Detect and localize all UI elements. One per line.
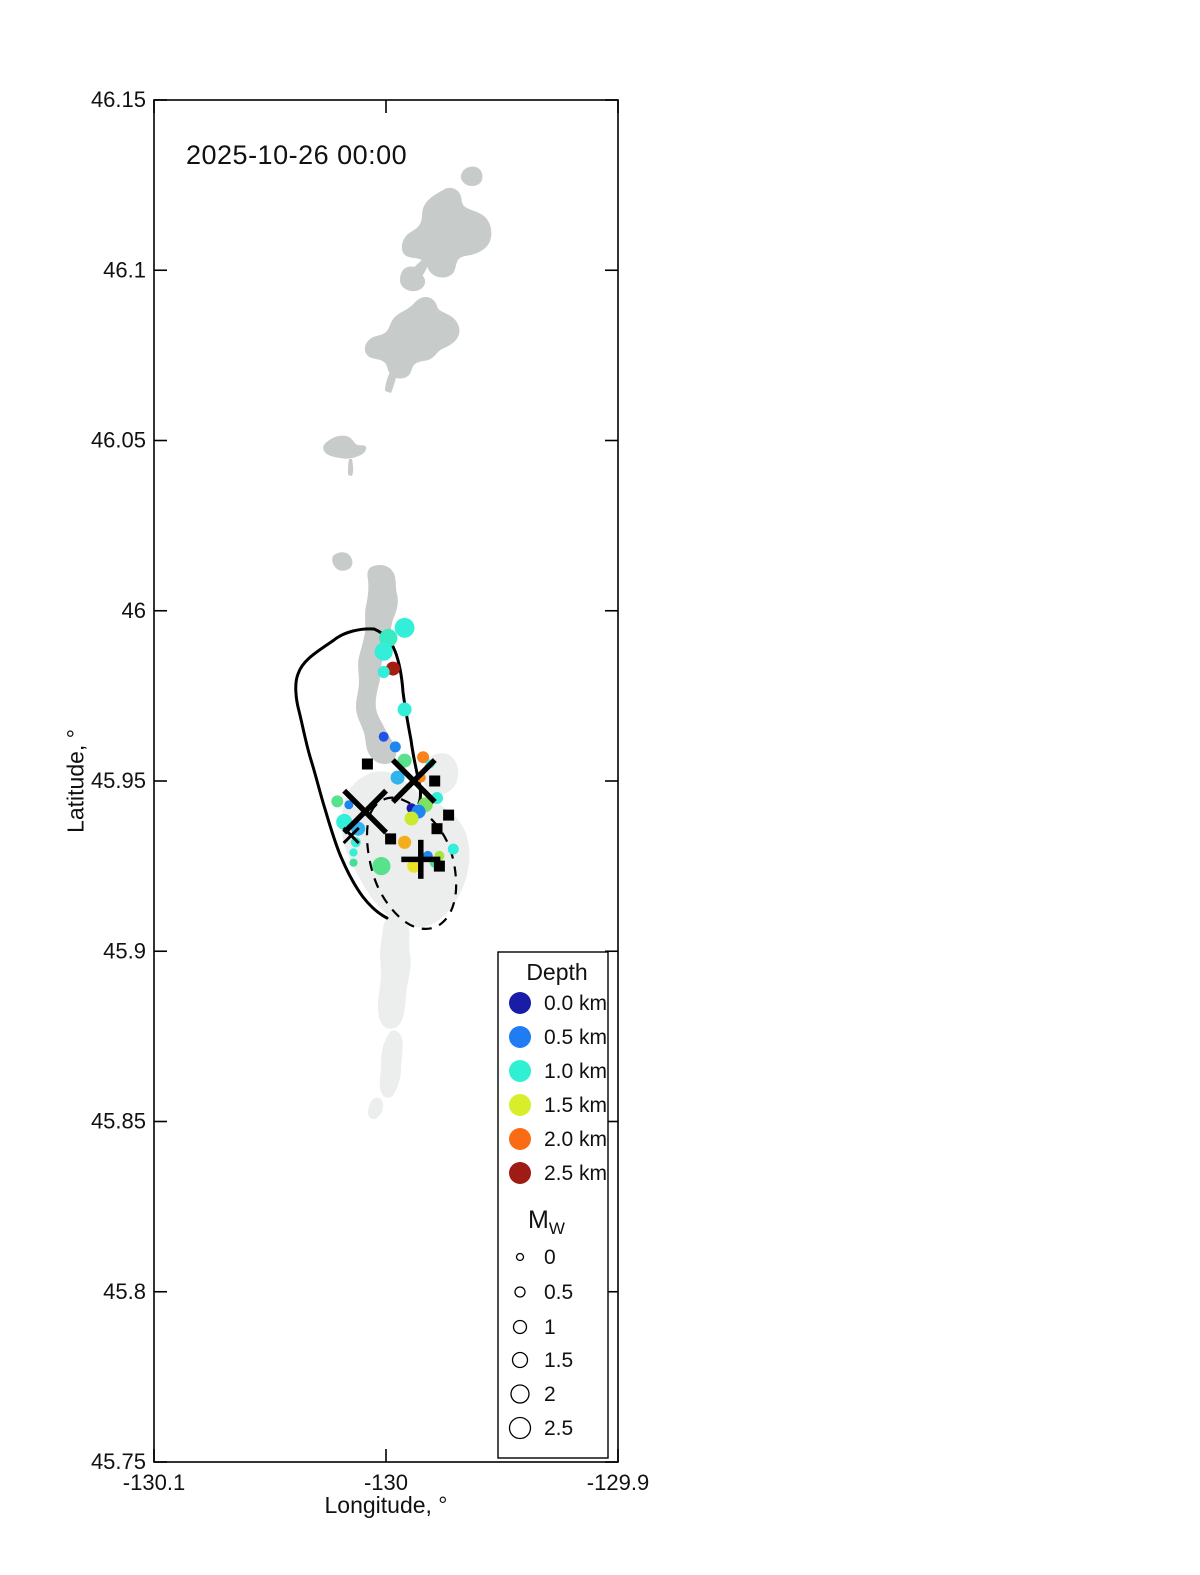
legend-depth-label: 1.5 km [544, 1094, 607, 1117]
y-tick-label: 45.8 [103, 1279, 146, 1304]
lava-flow-patch [378, 915, 411, 1029]
legend: Depth 0.0 km 0.5 km 1.0 km 1.5 km 2.0 km 2.5 k… [497, 951, 609, 1459]
x-axis-label: Longitude, ° [324, 1492, 448, 1518]
legend-mw-label: 2.5 [544, 1417, 573, 1440]
y-tick-label: 46.15 [91, 87, 146, 112]
station-marker [361, 758, 373, 770]
legend-depth-swatch [509, 992, 531, 1014]
bathymetry-patch [385, 366, 397, 393]
earthquake-marker [389, 741, 401, 753]
earthquake-marker [331, 795, 344, 808]
bathymetry-patch [332, 552, 353, 571]
earthquake-marker [372, 857, 391, 876]
legend-depth-label: 0.5 km [544, 1026, 607, 1049]
bathymetry-patch [460, 166, 483, 186]
x-marker-stroke [390, 758, 437, 804]
legend-depth-swatch [509, 1026, 531, 1048]
figure-timestamp: 2025-10-26 00:00 [186, 140, 408, 170]
y-tick-label: 46 [122, 598, 146, 623]
y-tick-label: 45.9 [103, 938, 146, 963]
bathymetry-patch [356, 564, 398, 764]
bathymetry-patch [348, 459, 354, 476]
y-tick-label: 45.95 [91, 768, 146, 793]
earthquake-marker [394, 617, 415, 638]
x-marker [342, 788, 389, 835]
legend-mw-title: MW [528, 1206, 565, 1238]
earthquake-marker [349, 848, 358, 857]
legend-mw-swatch [508, 1416, 532, 1440]
y-tick-label: 46.1 [103, 257, 146, 282]
legend-mw-swatch [514, 1286, 526, 1298]
plus-marker [401, 839, 441, 879]
legend-depth-swatch [509, 1060, 531, 1082]
earthquake-marker [390, 770, 405, 785]
station-marker [443, 809, 455, 821]
earthquake-marker [397, 753, 412, 768]
legend-depth-label: 0.0 km [544, 992, 607, 1015]
bathymetry-patch [400, 266, 426, 292]
legend-depth-title: Depth [526, 959, 587, 985]
caldera-rim-outline [294, 627, 389, 920]
y-tick-label: 45.85 [91, 1109, 146, 1134]
legend-depth-swatch [509, 1162, 531, 1184]
station-marker [429, 775, 441, 787]
basemap-layer [294, 166, 492, 1120]
legend-mw-label: 2 [544, 1383, 556, 1406]
legend-mw-label: 0 [544, 1246, 556, 1269]
x-marker-stroke [342, 788, 389, 835]
y-tick-label: 46.05 [91, 428, 146, 453]
x-marker [390, 758, 437, 804]
earthquake-marker [447, 843, 459, 855]
x-tick-label: -129.9 [587, 1470, 649, 1495]
earthquake-marker [350, 837, 361, 848]
legend-mw-swatch [510, 1384, 530, 1404]
legend-mw-swatch [511, 1351, 529, 1369]
x-marker [342, 826, 360, 845]
bathymetry-patch [364, 296, 460, 379]
lava-flow-patch [341, 771, 470, 928]
x-tick-label: -130.1 [123, 1470, 185, 1495]
y-axis-label: Latitude, ° [62, 729, 89, 833]
legend-depth-label: 2.5 km [544, 1162, 607, 1185]
lava-flow-patch [379, 1030, 403, 1098]
earthquake-marker [417, 751, 430, 764]
x-tick-label: -130 [364, 1470, 408, 1495]
station-marker [431, 823, 443, 835]
earthquake-marker [407, 859, 421, 873]
legend-depth-swatch [509, 1128, 531, 1150]
earthquake-marker [404, 811, 419, 826]
legend-mw-label: 1 [544, 1316, 556, 1339]
tick-labels: -130.1 -130 -129.9 46.15 46.1 46.05 46 45.95 45.… [91, 87, 649, 1495]
legend-depth-label: 1.0 km [544, 1060, 607, 1083]
earthquake-marker [398, 835, 412, 849]
legend-mw-swatch [515, 1252, 525, 1262]
legend-mw-label: 1.5 [544, 1349, 573, 1372]
station-layer [361, 758, 455, 872]
earthquake-marker [344, 800, 354, 810]
legend-mw-swatch [512, 1319, 528, 1335]
earthquake-marker [397, 702, 412, 717]
eruption-outline-dashed [365, 796, 458, 930]
earthquake-marker [377, 666, 390, 678]
earthquake-marker [378, 731, 389, 742]
bathymetry-patch [323, 435, 366, 459]
station-marker [433, 860, 445, 872]
earthquake-marker [349, 858, 358, 867]
legend-depth-label: 2.0 km [544, 1128, 607, 1151]
legend-mw-label: 0.5 [544, 1281, 573, 1304]
earthquake-marker [374, 642, 393, 661]
bathymetry-patch [401, 187, 492, 278]
lava-flow-patch [368, 1097, 384, 1120]
y-tick-label: 45.75 [91, 1449, 146, 1474]
legend-depth-swatch [509, 1094, 531, 1116]
station-marker [385, 833, 397, 845]
x-marker-stroke [342, 826, 360, 845]
